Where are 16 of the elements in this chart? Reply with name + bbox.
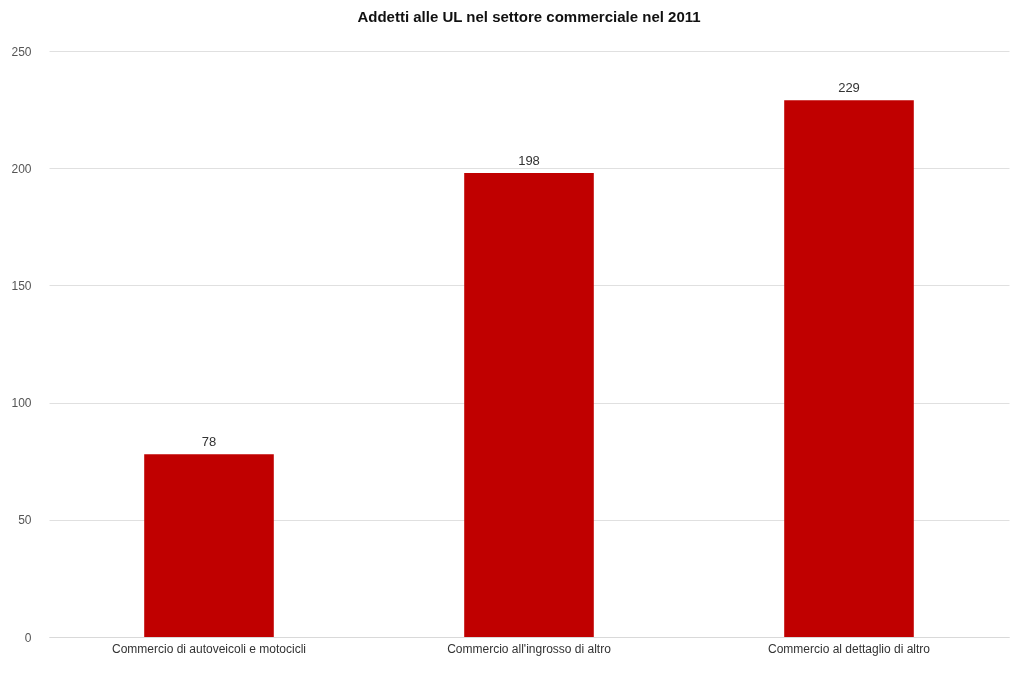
y-tick-label: 100 [11, 396, 32, 411]
bar [464, 172, 594, 637]
x-tick-label: Commercio al dettaglio di altro [767, 641, 931, 656]
chart-title: Addetti alle UL nel settore commerciale nel 2011 [357, 8, 701, 25]
y-tick-label: 150 [11, 278, 32, 293]
bar [784, 100, 914, 637]
y-tick-label: 200 [11, 161, 32, 176]
x-tick-label: Commercio di autoveicoli e motocicli [111, 641, 307, 656]
data-label: 229 [838, 80, 860, 96]
y-tick-label: 50 [18, 513, 32, 528]
y-tick-label: 0 [24, 630, 32, 645]
y-tick-label: 250 [11, 44, 32, 59]
x-tick-label: Commercio all'ingrosso di altro [447, 641, 612, 656]
bar [144, 454, 274, 637]
data-label: 78 [201, 434, 217, 450]
data-label: 198 [518, 152, 540, 168]
